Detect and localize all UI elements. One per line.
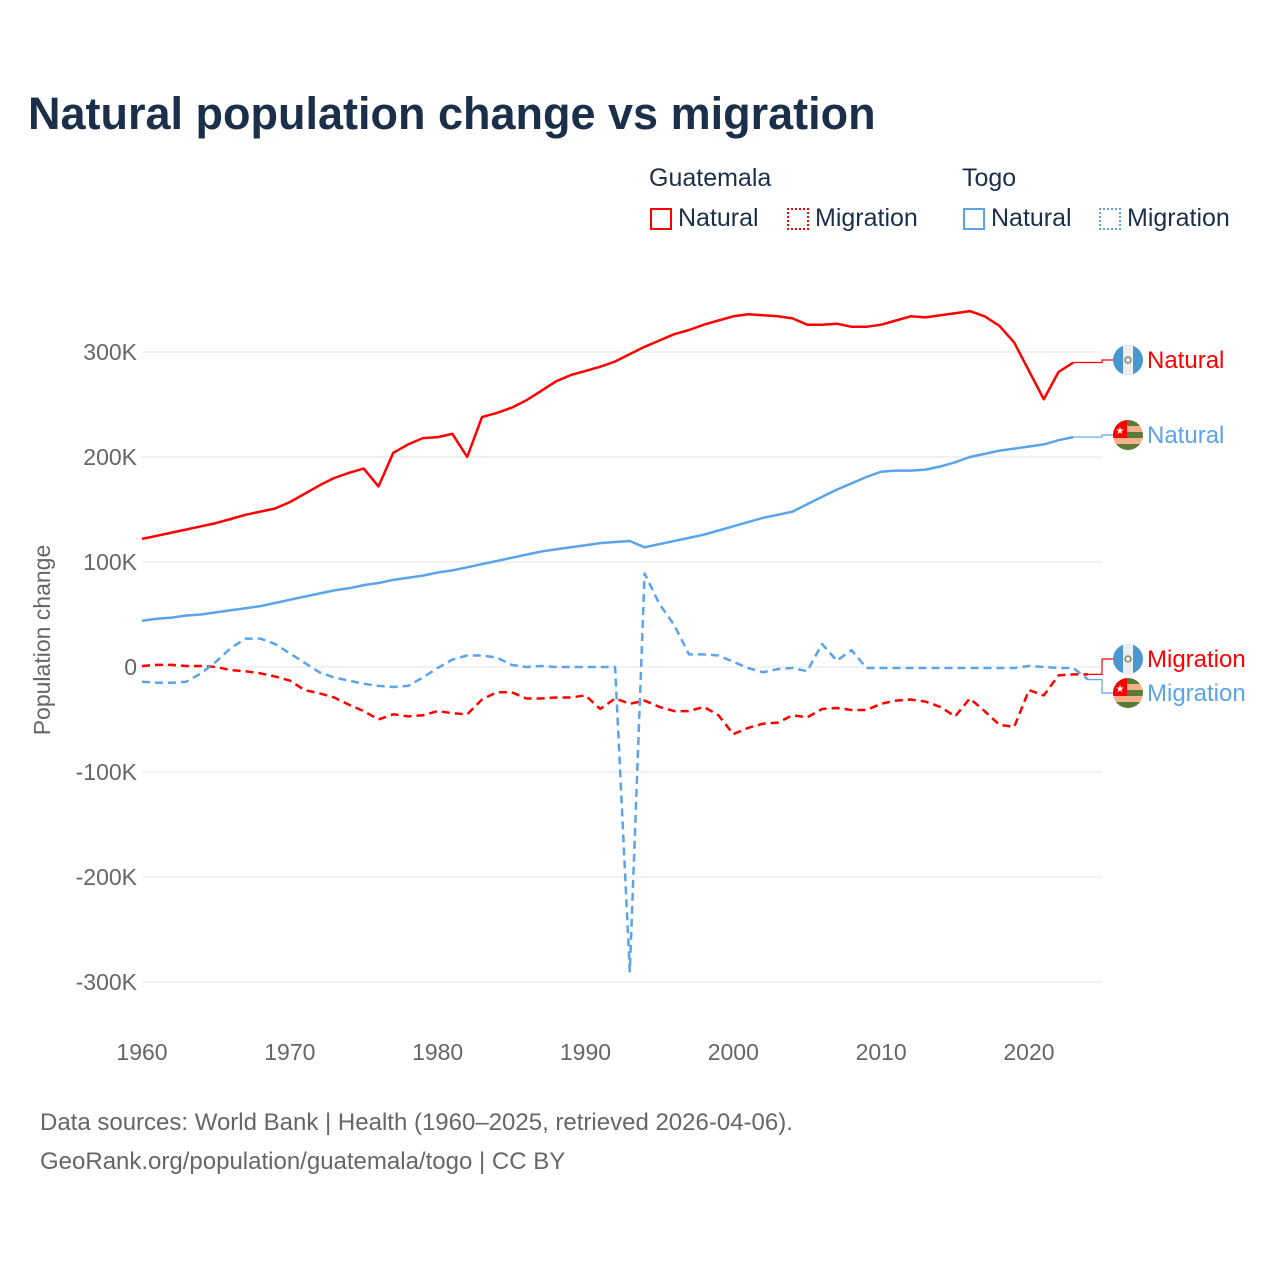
series-end-label: Migration	[1147, 646, 1246, 673]
flag-emblem	[1124, 356, 1132, 364]
x-tick-label: 1960	[116, 1039, 167, 1065]
flag-body: ★	[1113, 420, 1143, 450]
y-tick-label: -200K	[76, 864, 138, 890]
flag-body: ★	[1113, 678, 1143, 708]
series-end-label: Migration	[1147, 680, 1246, 707]
dotted-swatch-icon	[1099, 207, 1121, 230]
y-tick-label: 200K	[83, 444, 137, 470]
flag-stripe	[1123, 345, 1133, 375]
y-tick-label: 100K	[83, 549, 137, 575]
solid-swatch-icon	[650, 207, 672, 230]
flag-stripe	[1113, 678, 1143, 684]
flag-star: ★	[1116, 684, 1125, 695]
legend-label: Migration	[1127, 204, 1230, 232]
series-line-togo-natural	[141, 435, 1074, 623]
legend-group-guatemala: Guatemala	[649, 164, 772, 192]
series-line-togo-migration	[141, 572, 1089, 973]
y-tick-label: -300K	[76, 969, 138, 995]
label-connector	[1073, 434, 1114, 438]
legend-guatemala-migration[interactable]: Migration	[787, 204, 918, 233]
legend-label: Natural	[678, 204, 759, 232]
flag-stripe	[1113, 696, 1143, 702]
togo-flag-icon: ★	[1113, 678, 1143, 708]
y-tick-label: -100K	[76, 759, 138, 785]
legend-togo-natural[interactable]: Natural	[963, 204, 1072, 233]
guatemala-flag-icon	[1113, 345, 1143, 375]
x-tick-label: 2020	[1003, 1039, 1054, 1065]
flag-body	[1113, 345, 1143, 375]
flag-stripe	[1113, 444, 1143, 450]
y-axis-label: Population change	[29, 545, 55, 736]
legend-label: Natural	[991, 204, 1072, 232]
togo-flag-icon: ★	[1113, 420, 1143, 450]
flag-stripe	[1113, 690, 1143, 696]
footer-source: Data sources: World Bank | Health (1960–…	[40, 1109, 793, 1136]
x-tick-label: 1970	[264, 1039, 315, 1065]
flag-stripe	[1113, 438, 1143, 444]
label-connector	[1088, 679, 1114, 694]
flag-star: ★	[1116, 426, 1125, 437]
flag-stripe	[1123, 644, 1133, 674]
series-end-label: Natural	[1147, 422, 1224, 449]
x-tick-label: 2000	[708, 1039, 759, 1065]
flag-body	[1113, 644, 1143, 674]
y-tick-label: 0	[124, 654, 137, 680]
x-tick-label: 2010	[856, 1039, 907, 1065]
series-end-label: Natural	[1147, 347, 1224, 374]
legend-guatemala-natural[interactable]: Natural	[650, 204, 759, 233]
x-tick-label: 1990	[560, 1039, 611, 1065]
label-connector	[1088, 658, 1114, 675]
dotted-swatch-icon	[787, 207, 809, 230]
series-line-guatemala-migration	[141, 663, 1089, 736]
flag-stripe	[1113, 426, 1143, 432]
solid-swatch-icon	[963, 207, 985, 230]
legend-label: Migration	[815, 204, 918, 232]
chart-title: Natural population change vs migration	[28, 88, 876, 139]
flag-stripe	[1113, 420, 1143, 426]
series-line-guatemala-natural	[141, 309, 1074, 541]
flag-stripe	[1113, 432, 1143, 438]
flag-emblem	[1124, 655, 1132, 663]
footer-link[interactable]: GeoRank.org/population/guatemala/togo | …	[40, 1148, 566, 1175]
flag-stripe	[1113, 684, 1143, 690]
label-connector	[1073, 359, 1114, 364]
y-tick-label: 300K	[83, 339, 137, 365]
flag-stripe	[1113, 702, 1143, 708]
x-tick-label: 1980	[412, 1039, 463, 1065]
guatemala-flag-icon	[1113, 644, 1143, 674]
legend-group-togo: Togo	[962, 164, 1017, 192]
legend-togo-migration[interactable]: Migration	[1099, 204, 1230, 233]
